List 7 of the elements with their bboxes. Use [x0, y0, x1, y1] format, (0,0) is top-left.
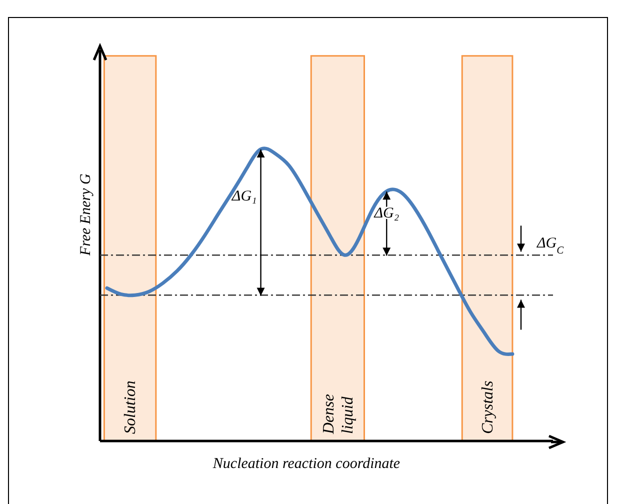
- annotation: ΔG₁: [230, 188, 257, 205]
- text: ΔG$_{C}$: [536, 236, 565, 256]
- y-axis-title: Free Enery G: [78, 174, 94, 257]
- annotation: Solution: [122, 380, 140, 434]
- annotation: Dense liquid: [320, 394, 357, 435]
- annotation: Crystals: [479, 380, 496, 434]
- x-axis-title: Nucleation reaction coordinate: [212, 456, 400, 472]
